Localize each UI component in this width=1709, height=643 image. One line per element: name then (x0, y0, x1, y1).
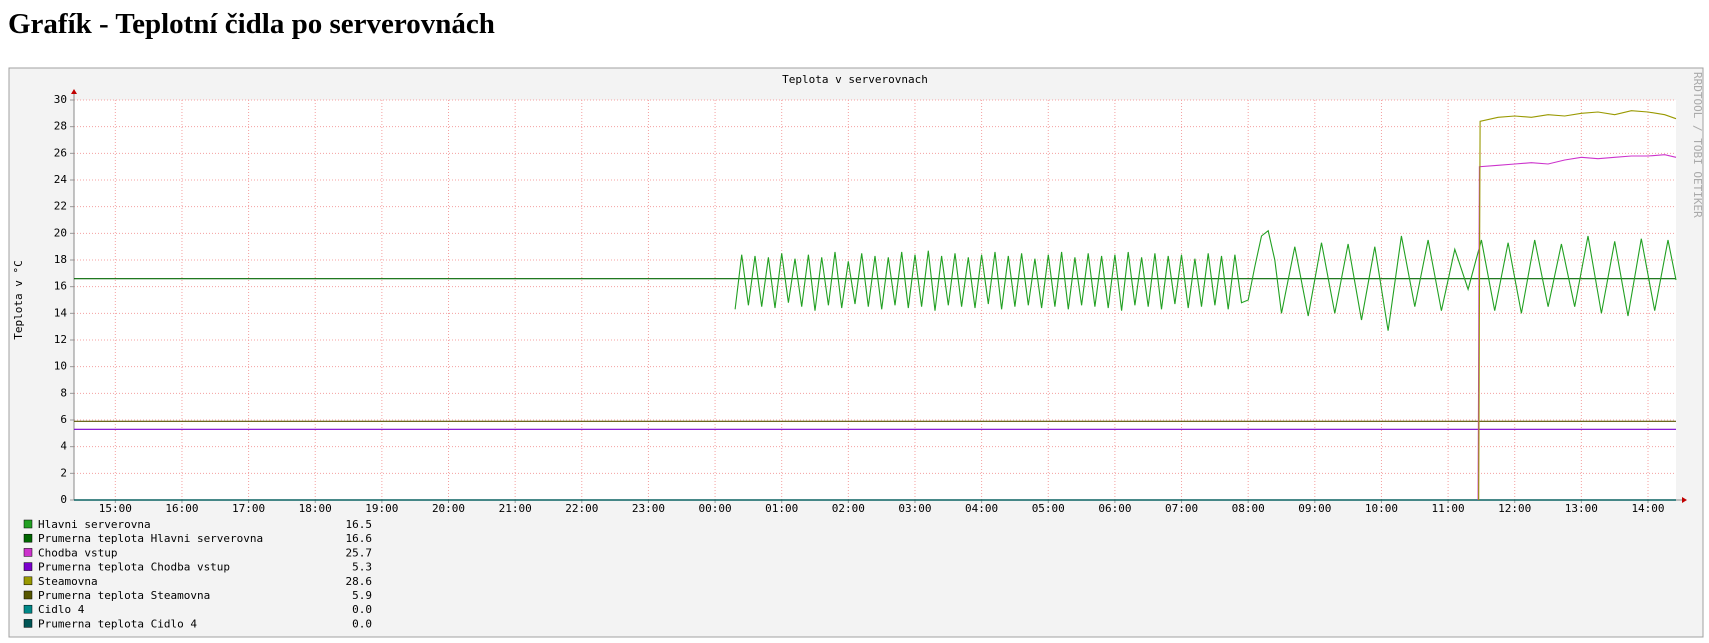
x-tick-label: 04:00 (965, 502, 998, 515)
y-tick-label: 26 (54, 146, 67, 159)
x-tick-label: 09:00 (1298, 502, 1331, 515)
x-tick-label: 13:00 (1565, 502, 1598, 515)
y-tick-label: 22 (54, 200, 67, 213)
y-axis-label: Teplota v °C (12, 260, 25, 339)
y-tick-label: 18 (54, 253, 67, 266)
legend-swatch (23, 533, 33, 543)
legend-value: 16.6 (346, 532, 373, 545)
legend-label: Prumerna teplota Cidlo 4 (38, 617, 197, 630)
x-tick-label: 07:00 (1165, 502, 1198, 515)
plot-area (74, 100, 1676, 500)
legend-swatch (23, 519, 33, 529)
y-tick-label: 20 (54, 226, 67, 239)
y-tick-label: 4 (60, 440, 67, 453)
legend-label: Chodba vstup (38, 546, 117, 559)
legend-swatch (23, 590, 33, 600)
legend-swatch (23, 576, 33, 586)
legend-value: 0.0 (352, 617, 372, 630)
series-line (734, 229, 1677, 331)
x-tick-label: 18:00 (299, 502, 332, 515)
x-tick-label: 12:00 (1498, 502, 1531, 515)
x-tick-label: 19:00 (365, 502, 398, 515)
x-tick-label: 14:00 (1631, 502, 1664, 515)
x-tick-label: 00:00 (699, 502, 732, 515)
legend-value: 5.3 (352, 561, 372, 574)
y-tick-label: 24 (54, 173, 68, 186)
legend-swatch (23, 548, 33, 557)
y-tick-label: 0 (60, 493, 67, 506)
axis-arrow (1682, 497, 1687, 503)
y-tick-label: 6 (60, 413, 67, 426)
legend-value: 0.0 (352, 603, 372, 616)
legend-label: Prumerna teplota Hlavni serverovna (38, 532, 263, 545)
legend-swatch (23, 619, 33, 628)
legend-value: 25.7 (346, 546, 373, 559)
legend-label: Prumerna teplota Chodba vstup (38, 561, 230, 574)
x-tick-label: 05:00 (1032, 502, 1065, 515)
legend-label: Prumerna teplota Steamovna (38, 589, 210, 602)
y-tick-label: 2 (60, 466, 67, 479)
x-tick-label: 06:00 (1098, 502, 1131, 515)
legend-value: 16.5 (346, 518, 373, 531)
x-tick-label: 10:00 (1365, 502, 1398, 515)
watermark: RRDTOOL / TOBI OETIKER (1691, 72, 1704, 218)
chart-title: Teplota v serverovnach (782, 73, 928, 86)
y-tick-label: 12 (54, 333, 67, 346)
axis-arrow (71, 89, 77, 94)
x-tick-label: 02:00 (832, 502, 865, 515)
x-tick-label: 15:00 (99, 502, 132, 515)
x-tick-label: 23:00 (632, 502, 665, 515)
series-line (1478, 110, 1677, 501)
series-line (1477, 154, 1677, 501)
x-tick-label: 08:00 (1232, 502, 1265, 515)
legend-label: Cidlo 4 (38, 603, 85, 616)
legend-value: 28.6 (346, 575, 373, 588)
x-tick-label: 20:00 (432, 502, 465, 515)
legend-label: Steamovna (38, 575, 98, 588)
x-tick-label: 17:00 (232, 502, 265, 515)
x-tick-label: 21:00 (499, 502, 532, 515)
legend-swatch (23, 604, 33, 614)
legend-label: Hlavni serverovna (38, 518, 151, 531)
page-title: Grafík - Teplotní čidla po serverovnách (8, 8, 495, 40)
y-tick-label: 30 (54, 93, 67, 106)
y-tick-label: 14 (54, 306, 68, 319)
y-tick-label: 16 (54, 280, 67, 293)
y-tick-label: 8 (60, 386, 67, 399)
y-tick-label: 10 (54, 360, 67, 373)
x-tick-label: 03:00 (898, 502, 931, 515)
x-tick-label: 16:00 (165, 502, 198, 515)
x-tick-label: 22:00 (565, 502, 598, 515)
legend-value: 5.9 (352, 589, 372, 602)
y-tick-label: 28 (54, 120, 67, 133)
legend-swatch (23, 562, 33, 571)
x-tick-label: 11:00 (1432, 502, 1465, 515)
x-tick-label: 01:00 (765, 502, 798, 515)
